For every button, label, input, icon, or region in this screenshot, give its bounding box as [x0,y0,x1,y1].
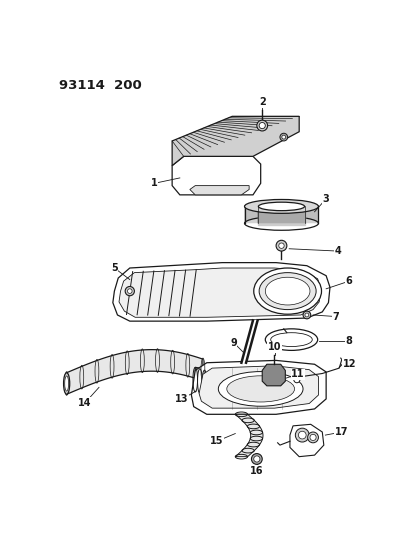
Polygon shape [261,364,285,386]
Circle shape [125,287,134,296]
Text: 15: 15 [209,436,223,446]
Circle shape [304,313,308,317]
Text: 2: 2 [258,98,265,108]
Text: 12: 12 [342,359,355,369]
Circle shape [307,432,318,443]
Polygon shape [195,367,218,396]
Polygon shape [190,185,249,195]
Ellipse shape [259,273,316,310]
Polygon shape [113,263,329,321]
Text: 8: 8 [345,336,352,346]
Circle shape [309,434,316,440]
Text: 5: 5 [111,263,117,273]
Circle shape [259,123,265,128]
Ellipse shape [258,202,304,211]
Circle shape [251,454,261,464]
Text: 14: 14 [78,398,92,408]
Circle shape [302,311,310,319]
Text: 10: 10 [267,342,280,352]
Ellipse shape [265,329,317,350]
Circle shape [275,240,286,251]
Ellipse shape [253,268,321,314]
Text: 11: 11 [290,369,304,379]
Polygon shape [235,414,262,457]
Polygon shape [191,360,325,414]
Text: 17: 17 [334,427,347,437]
Ellipse shape [64,373,69,394]
Text: 3: 3 [322,193,329,204]
Circle shape [281,135,285,139]
Polygon shape [119,268,320,317]
Text: 16: 16 [249,465,263,475]
Polygon shape [241,320,257,363]
Circle shape [256,120,267,131]
Ellipse shape [270,333,311,346]
Text: 7: 7 [331,311,338,321]
Circle shape [253,456,259,462]
Polygon shape [244,206,318,223]
Text: 4: 4 [334,246,340,256]
Polygon shape [66,350,202,394]
Circle shape [293,377,299,383]
Circle shape [279,133,287,141]
Ellipse shape [218,372,302,406]
Circle shape [127,289,132,294]
Circle shape [298,431,305,439]
Text: 93114  200: 93114 200 [59,79,141,92]
Text: 1: 1 [151,179,157,188]
Ellipse shape [226,376,294,402]
Polygon shape [172,116,299,166]
Polygon shape [258,206,304,225]
Circle shape [278,243,283,248]
Text: 13: 13 [175,394,188,404]
Polygon shape [172,156,260,195]
Ellipse shape [265,277,309,305]
Ellipse shape [244,199,318,213]
Circle shape [294,428,309,442]
Text: 6: 6 [345,276,352,286]
Polygon shape [199,366,318,408]
Text: 9: 9 [230,338,237,348]
Ellipse shape [244,216,318,230]
Polygon shape [289,424,323,457]
Ellipse shape [64,376,69,391]
